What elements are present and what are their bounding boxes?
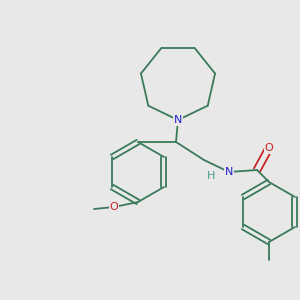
- Text: O: O: [110, 202, 118, 212]
- Text: N: N: [174, 115, 182, 125]
- Text: H: H: [207, 171, 215, 181]
- Text: N: N: [225, 167, 233, 177]
- Text: O: O: [265, 143, 273, 153]
